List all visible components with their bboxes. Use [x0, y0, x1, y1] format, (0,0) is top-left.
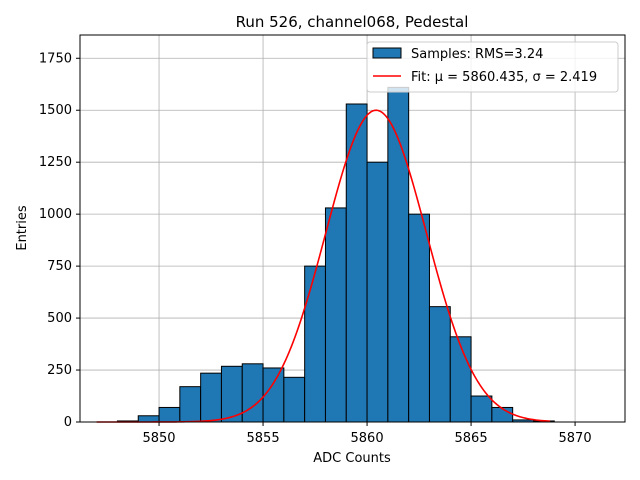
plot-frame: [79, 34, 626, 423]
histogram-bar: [324, 207, 347, 423]
x-axis-label: ADC Counts: [313, 451, 391, 466]
histogram-bar: [428, 306, 451, 423]
legend-box: [366, 41, 619, 93]
histogram-bar: [366, 161, 389, 423]
histogram-bar: [283, 376, 306, 423]
chart-title: Run 526, channel068, Pedestal: [236, 13, 469, 31]
y-axis-ticks: 0 250 500 750 1000 1250 1500 1750: [39, 51, 80, 430]
y-axis-label: Entries: [15, 205, 30, 251]
x-tick-label: 5855: [247, 431, 280, 446]
y-tick-label: 1000: [39, 207, 72, 222]
histogram-bar: [179, 386, 202, 423]
legend: Samples: RMS=3.24 Fit: μ = 5860.435, σ =…: [366, 41, 619, 93]
histogram-bar: [200, 372, 222, 423]
y-tick-label: 0: [64, 415, 72, 430]
y-tick-label: 1250: [39, 155, 72, 170]
bars: [116, 86, 555, 423]
histogram-bar: [449, 336, 472, 423]
histogram-bar: [158, 406, 181, 423]
legend-label-histogram: Samples: RMS=3.24: [411, 47, 543, 62]
histogram-bar: [137, 415, 160, 423]
y-tick-label: 500: [47, 311, 72, 326]
x-tick-label: 5850: [142, 431, 175, 446]
y-tick-label: 750: [47, 259, 72, 274]
histogram-bar: [470, 395, 493, 423]
histogram-bar: [241, 363, 264, 423]
x-axis-ticks: 5850 5855 5860 5865 5870: [142, 422, 592, 446]
x-tick-label: 5870: [559, 431, 592, 446]
legend-swatch-histogram: [372, 47, 402, 59]
histogram-bar: [491, 406, 514, 423]
histogram-bar: [262, 367, 285, 423]
histogram-bar: [408, 213, 430, 423]
histogram-bar: [304, 265, 326, 423]
y-tick-label: 1500: [39, 103, 72, 118]
x-tick-label: 5860: [351, 431, 384, 446]
x-tick-label: 5865: [455, 431, 488, 446]
y-tick-label: 250: [47, 363, 72, 378]
y-tick-label: 1750: [39, 51, 72, 66]
legend-label-fit: Fit: μ = 5860.435, σ = 2.419: [411, 70, 597, 85]
